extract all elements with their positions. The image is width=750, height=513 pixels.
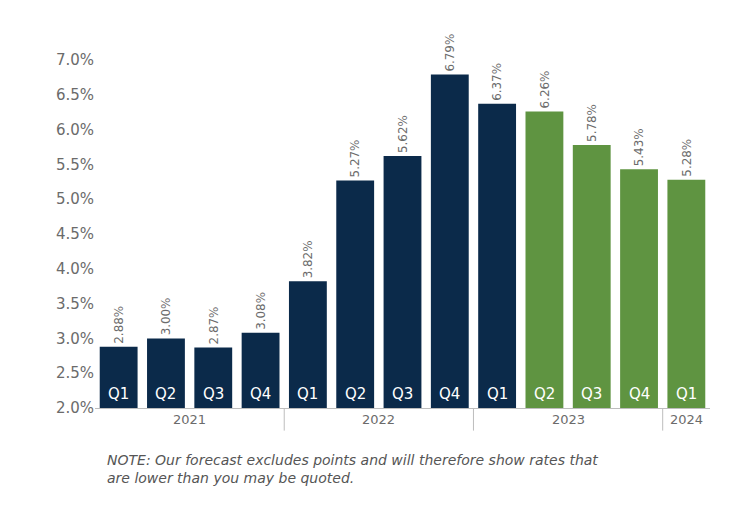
svg-text:5.62%: 5.62%	[396, 115, 410, 153]
svg-text:6.37%: 6.37%	[490, 63, 504, 101]
svg-text:Q3: Q3	[203, 385, 224, 403]
svg-text:2.0%: 2.0%	[56, 399, 94, 417]
svg-text:Q1: Q1	[297, 385, 318, 403]
svg-text:7.0%: 7.0%	[56, 51, 94, 69]
svg-text:4.0%: 4.0%	[56, 260, 94, 278]
svg-text:Q2: Q2	[345, 385, 366, 403]
svg-text:3.08%: 3.08%	[254, 292, 268, 330]
svg-text:5.5%: 5.5%	[56, 156, 94, 174]
svg-text:Q2: Q2	[155, 385, 176, 403]
svg-text:Q1: Q1	[108, 385, 129, 403]
svg-text:2024: 2024	[670, 412, 703, 427]
svg-text:2.5%: 2.5%	[56, 364, 94, 382]
svg-text:3.5%: 3.5%	[56, 295, 94, 313]
svg-text:NOTE: Our forecast excludes po: NOTE: Our forecast excludes points and w…	[107, 452, 598, 486]
svg-text:3.0%: 3.0%	[56, 330, 94, 348]
svg-text:2.87%: 2.87%	[207, 307, 221, 345]
svg-text:4.5%: 4.5%	[56, 225, 94, 243]
svg-text:Q1: Q1	[676, 385, 697, 403]
svg-text:5.28%: 5.28%	[680, 139, 694, 177]
svg-text:5.78%: 5.78%	[585, 104, 599, 142]
svg-text:3.00%: 3.00%	[159, 298, 173, 336]
svg-text:5.0%: 5.0%	[56, 190, 94, 208]
svg-text:6.26%: 6.26%	[538, 71, 552, 109]
svg-text:Q1: Q1	[487, 385, 508, 403]
svg-text:2022: 2022	[362, 412, 395, 427]
svg-text:Q3: Q3	[392, 385, 413, 403]
svg-text:Q3: Q3	[581, 385, 602, 403]
svg-text:5.27%: 5.27%	[348, 140, 362, 178]
svg-text:6.5%: 6.5%	[56, 86, 94, 104]
svg-text:Q4: Q4	[439, 385, 460, 403]
svg-text:5.43%: 5.43%	[632, 128, 646, 166]
svg-text:6.79%: 6.79%	[443, 34, 457, 72]
svg-text:2.88%: 2.88%	[112, 306, 126, 344]
svg-text:Q4: Q4	[629, 385, 650, 403]
svg-text:Q2: Q2	[534, 385, 555, 403]
svg-text:3.82%: 3.82%	[301, 240, 315, 278]
svg-text:2021: 2021	[173, 412, 206, 427]
svg-text:Q4: Q4	[250, 385, 271, 403]
svg-text:6.0%: 6.0%	[56, 121, 94, 139]
svg-text:2023: 2023	[552, 412, 585, 427]
